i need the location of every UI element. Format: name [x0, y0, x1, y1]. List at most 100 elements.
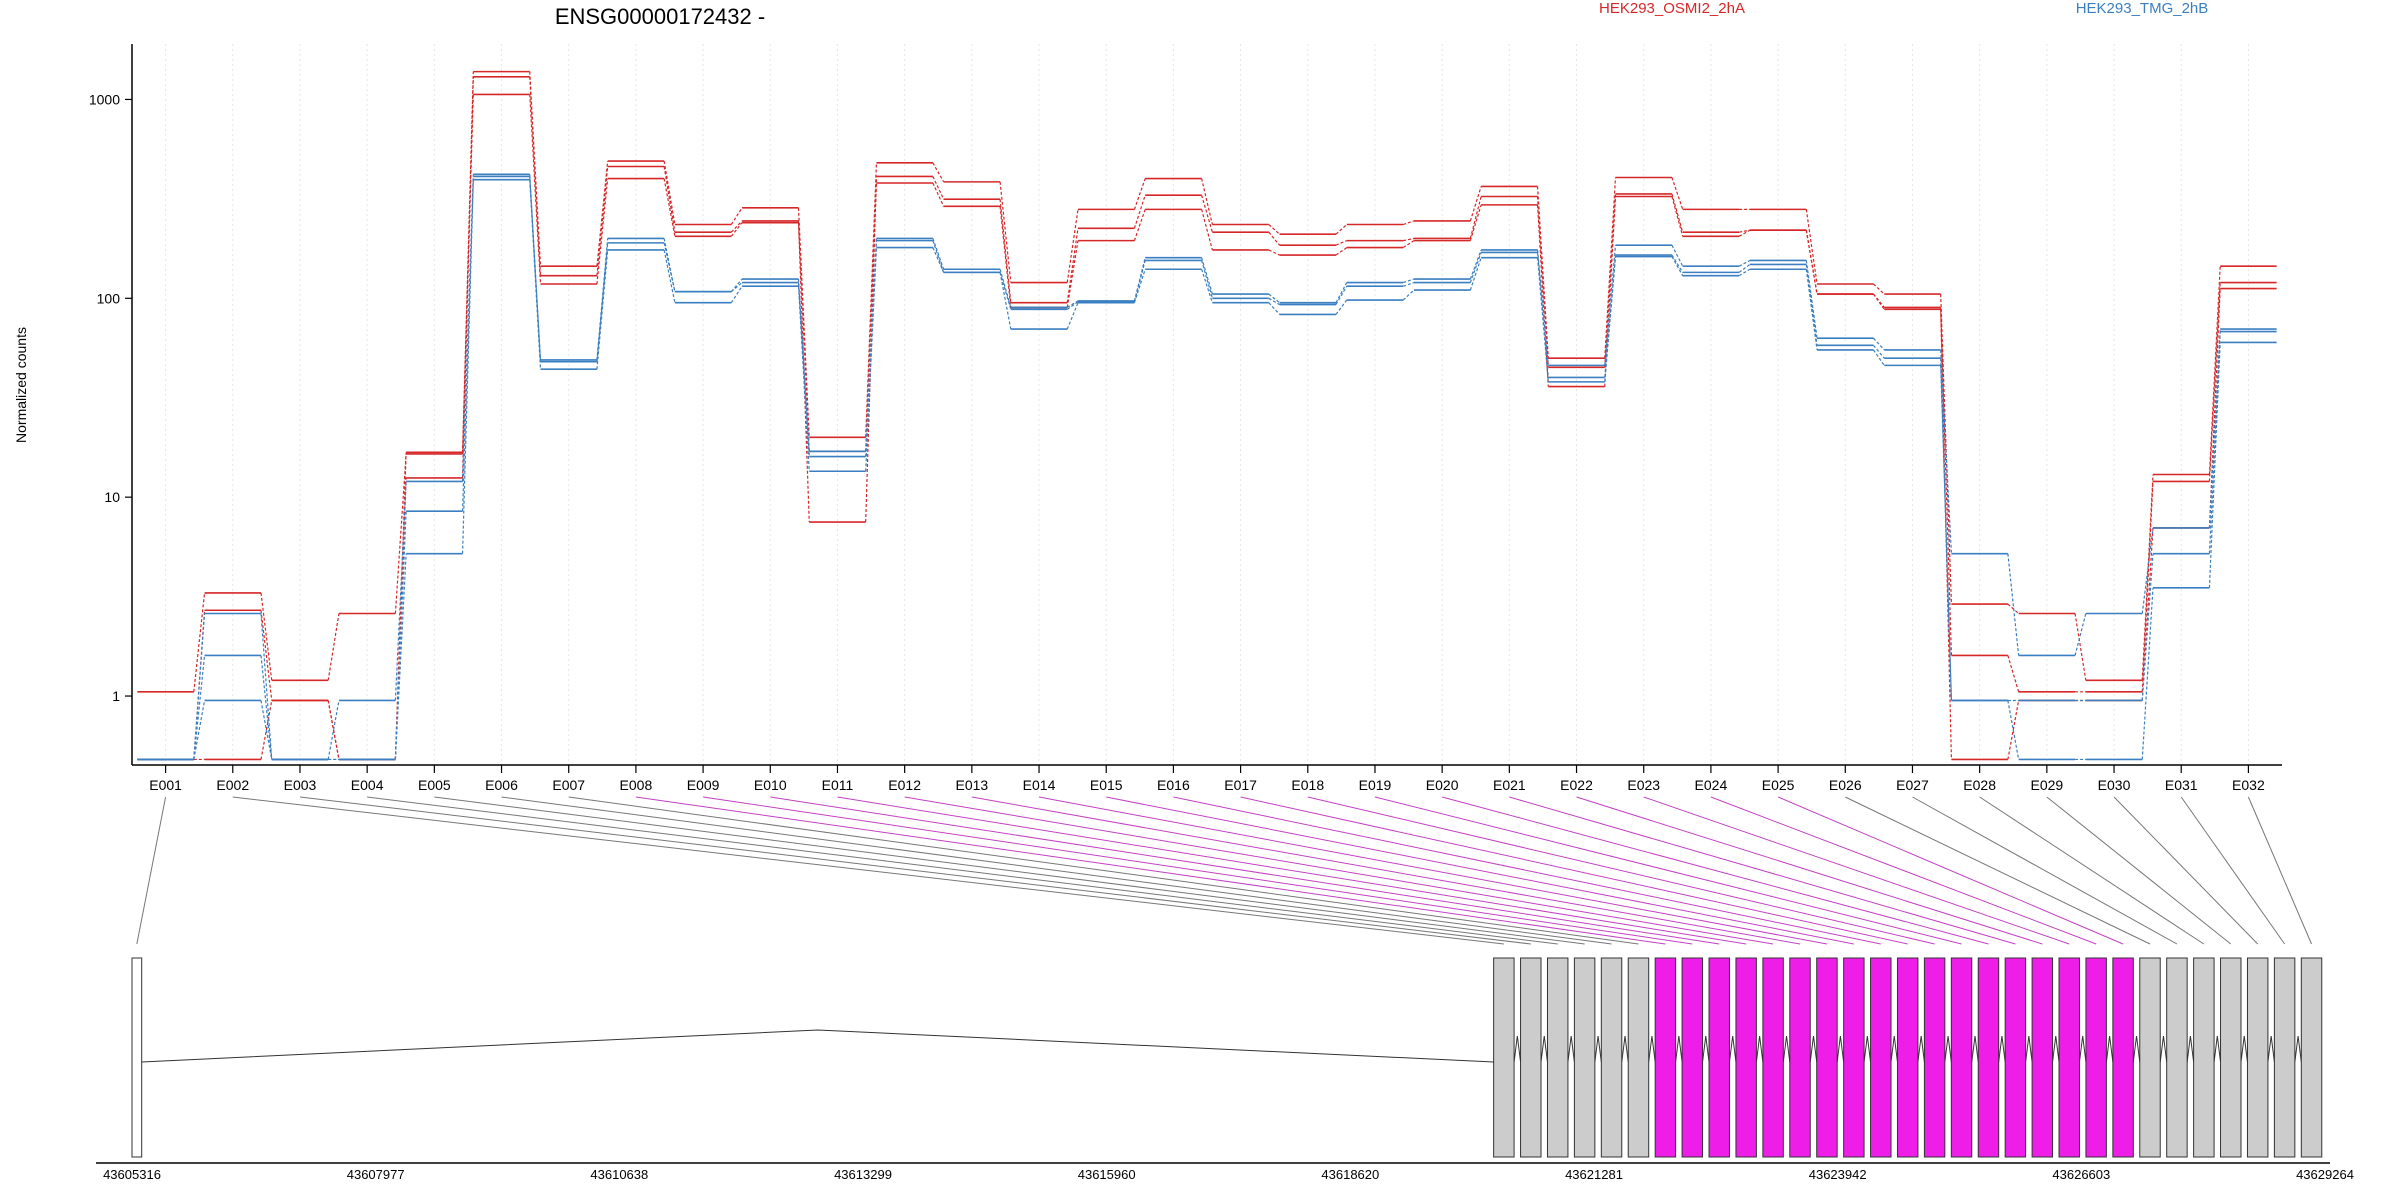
data-connector [1805, 230, 1818, 295]
data-connector [932, 247, 945, 273]
data-connector [1133, 178, 1146, 210]
y-tick-label: 1 [112, 688, 120, 704]
intron-line [1944, 1035, 1952, 1063]
intron-line [1998, 1035, 2006, 1063]
exon-connector-e027 [1912, 796, 2178, 945]
intron-line [2213, 1035, 2222, 1063]
data-connector [1536, 257, 1549, 382]
exon-box-e023 [2058, 957, 2080, 1158]
exon-box-e010 [1708, 957, 1730, 1158]
data-connector [1805, 209, 1818, 285]
exon-connector-e006 [501, 796, 1612, 945]
data-connector [1201, 257, 1213, 295]
data-connector [394, 553, 407, 760]
data-connector [2208, 331, 2221, 554]
exon-connector-e013 [971, 796, 1801, 945]
exon-connector-e024 [1710, 796, 2097, 945]
data-connector [1133, 257, 1146, 302]
x-tick-label-e015: E015 [1090, 777, 1123, 793]
data-connector [1604, 196, 1617, 387]
x-tick-label-e018: E018 [1291, 777, 1324, 793]
data-connector [865, 247, 878, 472]
x-tick-label-e001: E001 [149, 777, 182, 793]
exon-connector-e029 [2046, 796, 2232, 945]
exon-box-e007 [1627, 957, 1650, 1158]
coordinate-tick-label: 43605316 [103, 1167, 161, 1182]
legend-entry: HEK293_OSMI2_2hA [1599, 0, 1745, 17]
data-connector [2141, 527, 2154, 701]
data-connector [260, 655, 273, 760]
data-connector [1201, 178, 1213, 225]
data-connector [1066, 209, 1079, 283]
data-connector [1066, 300, 1079, 308]
data-connector [2007, 655, 2020, 692]
data-connector [1873, 349, 1885, 366]
intron-line [1836, 1035, 1845, 1063]
data-connector [1201, 260, 1213, 299]
exon-box-e030 [2246, 957, 2269, 1158]
data-connector [1403, 278, 1415, 284]
exon-box-e026 [2139, 957, 2161, 1158]
gene-model: 43605316 43607977 43610638 43613299 43615960… [96, 957, 2354, 1182]
data-connector [2141, 474, 2154, 681]
data-connector [461, 179, 474, 554]
x-tick-label-e022: E022 [1560, 777, 1593, 793]
data-connector [1335, 285, 1348, 305]
exon-box-e032 [2300, 957, 2323, 1158]
exon-box-e009 [1681, 957, 1704, 1158]
intron-line [1567, 1035, 1575, 1063]
data-connector [1604, 177, 1617, 359]
data-connector [1940, 358, 1953, 701]
data-connector [1940, 294, 1953, 605]
data-connector [932, 176, 945, 200]
series-2 [137, 75, 2277, 761]
exon-box-e014 [1816, 957, 1838, 1158]
data-connector [1402, 220, 1415, 226]
intron-line [1917, 1035, 1925, 1063]
data-connector [529, 76, 542, 276]
intron-line [2240, 1035, 2248, 1063]
intron-line [2159, 1035, 2168, 1063]
data-connector [663, 249, 676, 303]
data-connector [1201, 209, 1213, 251]
data-connector [1873, 283, 1885, 295]
intron-line [2025, 1035, 2033, 1063]
data-connector [2007, 553, 2020, 656]
exon-box-e031 [2273, 957, 2296, 1158]
series-3 [137, 93, 2277, 761]
data-connector [797, 207, 810, 438]
x-tick-label-e006: E006 [485, 777, 518, 793]
x-tick-label-e026: E026 [1829, 777, 1862, 793]
exon-box-e025 [2112, 957, 2134, 1158]
coordinate-tick-label: 43626603 [2052, 1167, 2110, 1182]
intron-lines [141, 1029, 2302, 1063]
data-connector [529, 179, 542, 370]
data-connector [1940, 307, 1953, 656]
data-connector [1940, 349, 1953, 554]
data-connector [1201, 195, 1213, 233]
exon-box-e020 [1977, 957, 2000, 1158]
legend-entry: HEK293_TMG_2hB [2076, 0, 2209, 17]
intron-line [1782, 1035, 1791, 1063]
data-connector [260, 613, 273, 760]
x-tick-label-e031: E031 [2165, 777, 2198, 793]
intron-line [1971, 1035, 1979, 1063]
data-connector [260, 610, 273, 701]
intron-line [1675, 1035, 1683, 1063]
data-connector [1469, 186, 1482, 222]
data-connector [663, 166, 676, 233]
intron-line [1702, 1035, 1710, 1063]
data-connector [1402, 281, 1415, 287]
x-tick-label-e021: E021 [1493, 777, 1526, 793]
data-connector [1201, 269, 1213, 303]
exon-connector-e014 [1038, 796, 1828, 945]
series-6 [137, 178, 2277, 761]
intron-line [1755, 1035, 1764, 1063]
data-connector [1469, 249, 1482, 280]
intron-line [2294, 1035, 2302, 1063]
data-connector [999, 206, 1012, 308]
data-connector [1671, 254, 1684, 273]
x-tick-label-e007: E007 [552, 777, 585, 793]
exon-box-e011 [1735, 957, 1757, 1158]
chart-title: ENSG00000172432 - [555, 4, 765, 29]
